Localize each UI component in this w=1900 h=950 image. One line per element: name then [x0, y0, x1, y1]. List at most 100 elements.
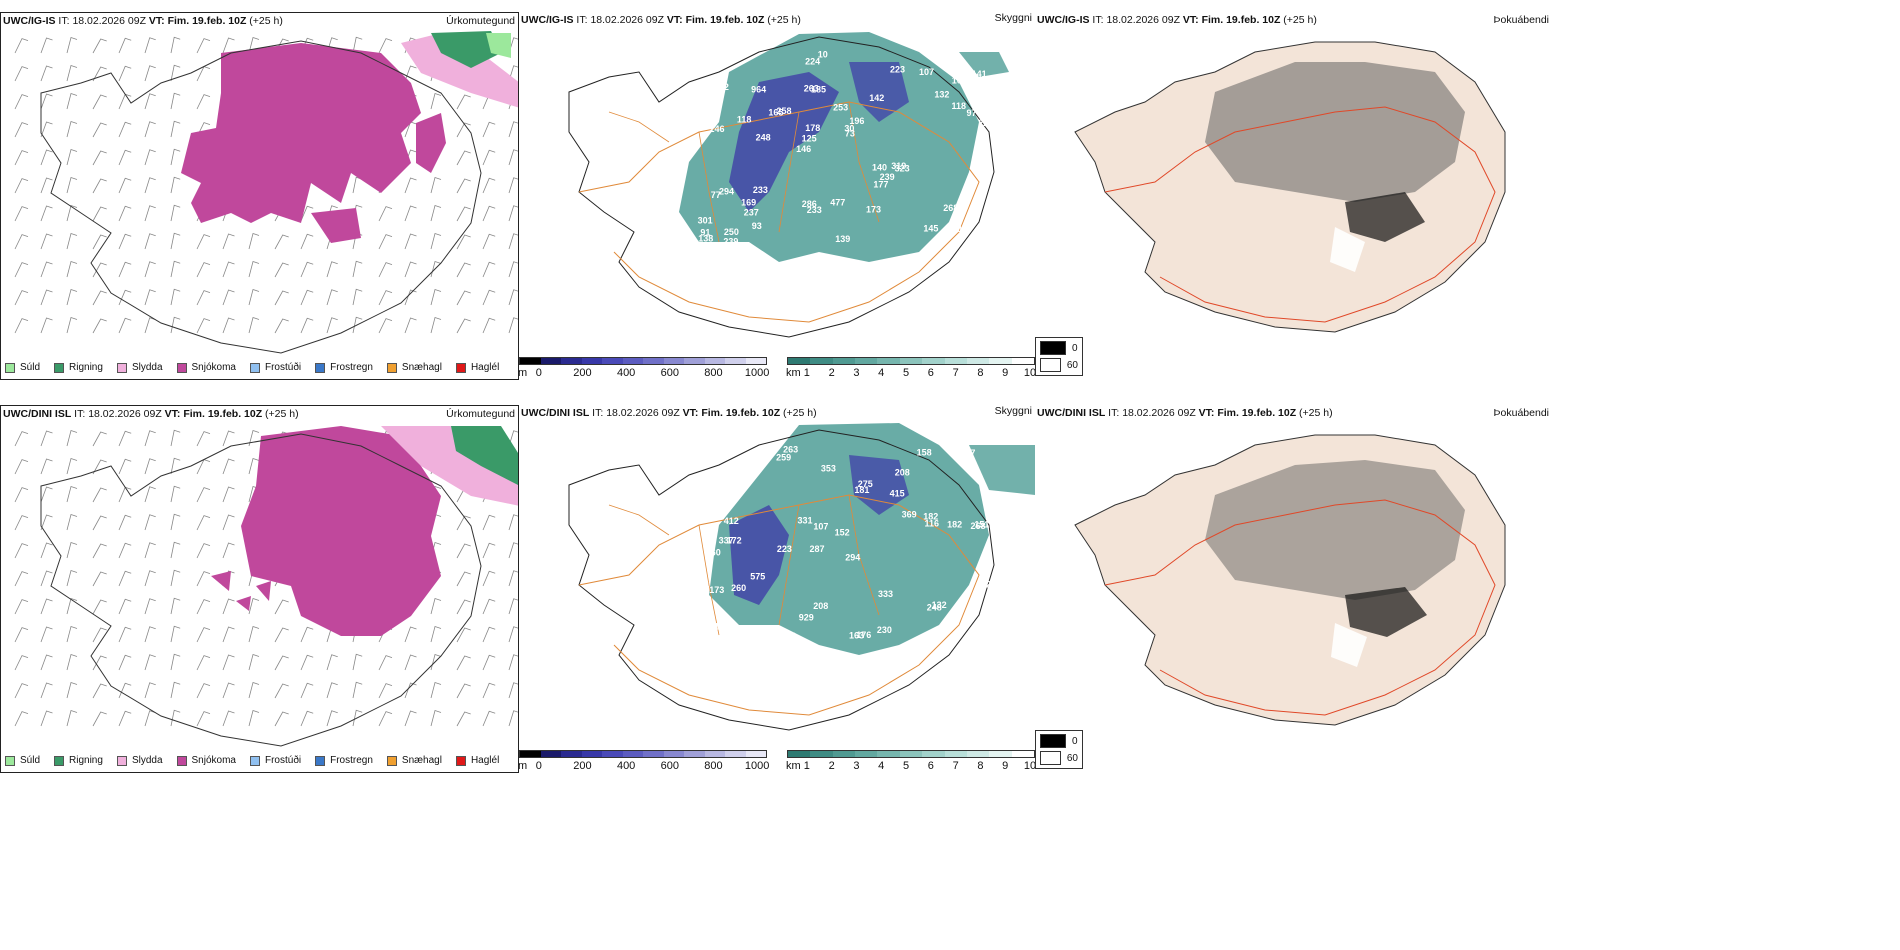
cloud-base-label: 250 — [724, 227, 739, 237]
fog-legend-label: 60 — [1066, 359, 1078, 371]
wind-barb — [92, 178, 107, 194]
panel-name: Skyggni — [994, 12, 1032, 24]
wind-barb — [118, 317, 132, 334]
cloud-base-label: 929 — [799, 612, 814, 622]
cloud-base-label: 253 — [833, 102, 848, 112]
cloud-base-label: 118 — [737, 114, 752, 124]
wind-barb — [196, 599, 211, 615]
cloud-base-label: 259 — [776, 453, 791, 463]
cloud-base-label: 165 — [768, 107, 783, 117]
wind-barb — [144, 710, 156, 727]
wind-barb — [378, 38, 393, 54]
wind-barb — [14, 599, 29, 615]
vt-label: VT: — [1198, 407, 1215, 419]
wind-barb — [66, 569, 78, 587]
wind-barb — [92, 431, 107, 447]
wind-barb — [482, 289, 496, 306]
colorbar-tick: 4 — [878, 760, 885, 772]
it-value: 18.02.2026 09Z — [88, 408, 162, 420]
wind-barb — [92, 571, 107, 587]
cloud-base-label: 224 — [805, 57, 820, 67]
cloud-base-label: 230 — [877, 625, 892, 635]
wind-barb — [14, 178, 29, 194]
legend-label: Snæhagl — [401, 755, 442, 766]
wind-barb — [144, 542, 156, 559]
wind-barb — [222, 317, 235, 334]
wind-barb — [144, 458, 156, 475]
wind-barb — [144, 65, 156, 82]
cloud-base-label: 158 — [917, 448, 932, 458]
wind-barb — [222, 233, 235, 250]
cloud-base-label: 370 — [947, 224, 962, 234]
cloud-base-label: 187 — [960, 448, 975, 458]
colorbar-segment — [581, 751, 602, 757]
cloud-base-label: 248 — [927, 603, 942, 613]
model-name: UWC/IG-IS — [1037, 14, 1090, 26]
vt-value: Fim. 19.feb. 10Z — [183, 408, 263, 420]
colorbar-tick: 1 — [803, 367, 810, 379]
panel-title: UWC/IG-IS IT: 18.02.2026 09Z VT: Fim. 19… — [3, 15, 283, 27]
wind-barb — [508, 542, 518, 559]
precip-legend-item: Snæhagl — [386, 755, 442, 766]
wind-barb — [40, 177, 53, 194]
legend-swatch — [54, 362, 65, 373]
wind-barb — [14, 150, 29, 166]
vt-value: Fim. 19.feb. 10Z — [685, 14, 765, 26]
fog-legend-item: 60 — [1040, 358, 1078, 372]
wind-barb — [118, 598, 132, 615]
wind-barb — [456, 290, 471, 306]
cloud-base-label: 182 — [923, 512, 938, 522]
cloud-base-label: 182 — [947, 520, 962, 530]
wind-barb — [378, 655, 393, 671]
fog-swatch-black — [1040, 341, 1066, 355]
legend-label: Slydda — [131, 362, 163, 373]
wind-barb — [248, 653, 260, 671]
panel-name: Þokuábendi — [1493, 407, 1549, 419]
wind-barb — [14, 627, 29, 643]
wind-barb — [222, 598, 235, 615]
it-label: IT: — [74, 408, 86, 420]
wind-barb — [326, 261, 338, 278]
wind-barb — [222, 37, 235, 54]
wind-barb — [66, 513, 78, 531]
cloud-base-label: 208 — [813, 601, 828, 611]
wind-barb — [404, 654, 417, 671]
precip-legend-item: Súld — [5, 362, 40, 373]
wind-barb — [14, 290, 29, 306]
wind-barb — [66, 232, 78, 250]
cloud-base-label: 132 — [934, 90, 949, 100]
colorbar-tick: 0 — [535, 367, 542, 379]
cloud-base-label: 287 — [810, 544, 825, 554]
wind-barb — [404, 289, 417, 306]
wind-barb — [404, 177, 417, 194]
wind-barb — [14, 122, 29, 138]
wind-barb — [508, 121, 518, 138]
wind-barb — [248, 709, 260, 727]
colorbar-segment — [602, 358, 623, 364]
colorbar-tick: 600 — [660, 367, 679, 379]
wind-barb — [404, 233, 417, 250]
wind-barb — [66, 429, 78, 447]
wind-barb — [170, 429, 181, 447]
wind-barb — [222, 458, 235, 475]
cloud-base-label: 208 — [895, 468, 910, 478]
legend-swatch — [5, 362, 15, 373]
wind-barb — [274, 655, 289, 671]
cloud-base-label: 139 — [835, 234, 850, 244]
wind-barb — [248, 429, 260, 447]
vt-value: Fim. 19.feb. 10Z — [701, 407, 781, 419]
cloud-base-label: 118 — [952, 101, 967, 111]
fog-swatch-black — [1040, 734, 1066, 748]
wind-barb — [404, 710, 417, 727]
colorbar-segment — [622, 358, 643, 364]
wind-barb — [14, 318, 29, 334]
wind-barb — [508, 317, 518, 334]
wind-barb — [14, 66, 29, 82]
colorbar-tick: 7 — [952, 367, 959, 379]
wind-barb — [92, 487, 107, 503]
wind-barb — [378, 318, 393, 334]
cloud-base-label: 275 — [858, 479, 873, 489]
iceland-outline — [568, 36, 995, 338]
colorbar-segment — [877, 358, 900, 364]
precip-type-panel-row2: UWC/DINI ISL IT: 18.02.2026 09Z VT: Fim.… — [0, 405, 519, 773]
